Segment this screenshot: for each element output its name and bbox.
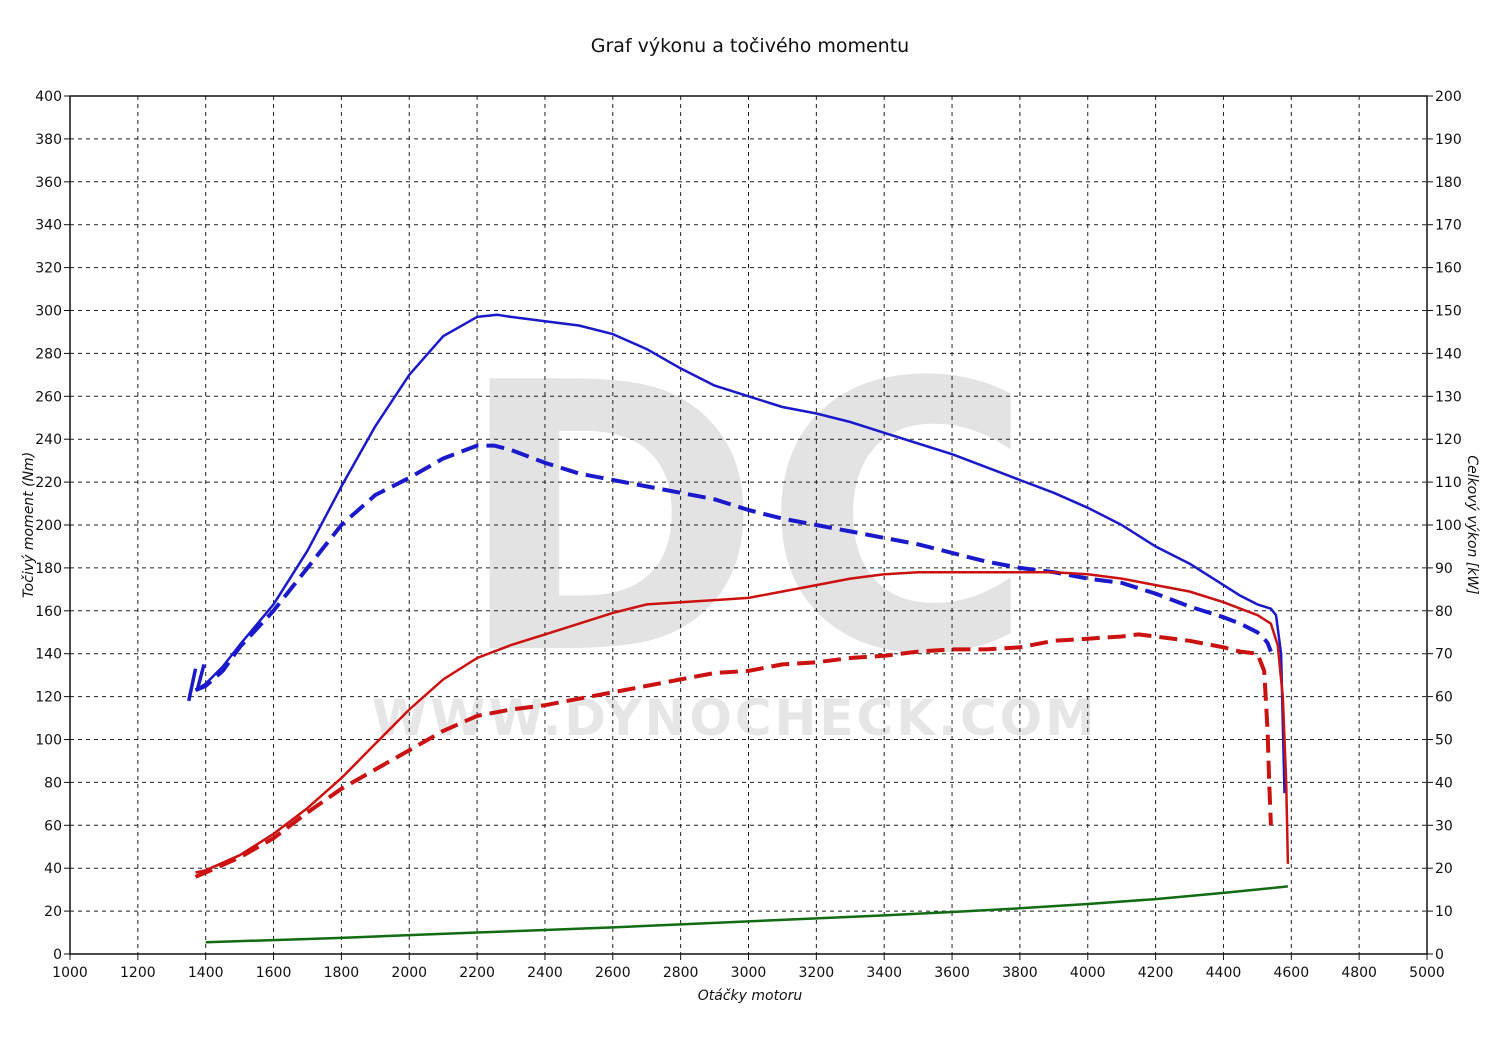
x-tick-label: 3000 [731, 965, 767, 981]
y-left-tick-label: 360 [35, 175, 62, 191]
x-tick-label: 1800 [324, 965, 360, 981]
chart-title: Graf výkonu a točivého momentu [591, 35, 909, 57]
y-right-tick-label: 130 [1435, 389, 1462, 405]
y-left-tick-label: 280 [35, 346, 62, 362]
series-layer [187, 313, 1290, 944]
x-tick-label: 3400 [866, 965, 902, 981]
x-tick-label: 1400 [188, 965, 224, 981]
y-right-tick-label: 170 [1435, 218, 1462, 234]
x-tick-label: 1600 [256, 965, 292, 981]
y-right-tick-label: 0 [1435, 947, 1444, 963]
y-right-tick-label: 80 [1435, 604, 1453, 620]
y-right-tick-label: 20 [1435, 861, 1453, 877]
y-left-tick-label: 180 [35, 561, 62, 577]
x-tick-label: 2400 [527, 965, 563, 981]
x-tick-label: 1000 [52, 965, 88, 981]
y-right-tick-label: 200 [1435, 89, 1462, 105]
y-right-tick-label: 40 [1435, 775, 1453, 791]
x-tick-label: 3800 [1002, 965, 1038, 981]
x-tick-label: 2000 [391, 965, 427, 981]
y-right-tick-label: 150 [1435, 304, 1462, 320]
x-tick-label: 5000 [1409, 965, 1445, 981]
y-right-tick-label: 30 [1435, 818, 1453, 834]
series-power-solid [195, 570, 1290, 874]
y-left-tick-label: 400 [35, 89, 62, 105]
y-right-tick-label: 180 [1435, 175, 1462, 191]
series-loss-line [205, 885, 1289, 944]
y-left-tick-label: 40 [44, 861, 62, 877]
x-tick-label: 4600 [1273, 965, 1309, 981]
series-torque-dashed [194, 443, 1273, 693]
x-axis-label: Otáčky motoru [698, 988, 803, 1004]
grid [70, 96, 1427, 954]
x-tick-label: 3600 [934, 965, 970, 981]
y-right-tick-label: 160 [1435, 261, 1462, 277]
y-right-tick-label: 10 [1435, 904, 1453, 920]
watermark-logo: DC [456, 306, 1035, 736]
y-right-tick-label: 100 [1435, 518, 1462, 534]
y-right-tick-label: 120 [1435, 432, 1462, 448]
y-left-tick-label: 140 [35, 647, 62, 663]
y-left-tick-label: 340 [35, 218, 62, 234]
y-left-tick-label: 380 [35, 132, 62, 148]
series-power-dashed [194, 632, 1273, 879]
y-right-tick-label: 70 [1435, 647, 1453, 663]
series-start-marker [187, 668, 198, 702]
y-left-tick-label: 220 [35, 475, 62, 491]
y-axis-right-label: Celkový výkon [kW] [1464, 455, 1480, 594]
y-left-tick-label: 20 [44, 904, 62, 920]
y-left-tick-label: 120 [35, 690, 62, 706]
y-axis-left-label: Točivý moment (Nm) [21, 452, 37, 598]
y-right-tick-label: 60 [1435, 690, 1453, 706]
tick-labels: 1000 1200 1400 1600 1800 2000 2200 2400 2600 2800… [35, 89, 1461, 981]
y-left-tick-label: 160 [35, 604, 62, 620]
y-left-tick-label: 260 [35, 389, 62, 405]
y-right-tick-label: 50 [1435, 733, 1453, 749]
x-tick-label: 4800 [1341, 965, 1377, 981]
watermark-text: WWW.DYNOCHECK.COM [372, 689, 1098, 747]
y-left-tick-label: 200 [35, 518, 62, 534]
y-right-tick-label: 140 [1435, 346, 1462, 362]
x-tick-label: 4200 [1138, 965, 1174, 981]
y-left-tick-label: 100 [35, 733, 62, 749]
x-tick-label: 2600 [595, 965, 631, 981]
x-tick-label: 4000 [1070, 965, 1106, 981]
x-tick-label: 1200 [120, 965, 156, 981]
y-right-tick-label: 110 [1435, 475, 1462, 491]
series-start-marker [195, 663, 206, 691]
y-left-tick-label: 60 [44, 818, 62, 834]
y-left-tick-label: 240 [35, 432, 62, 448]
y-left-tick-label: 300 [35, 304, 62, 320]
series-torque-solid [194, 313, 1286, 794]
y-right-tick-label: 190 [1435, 132, 1462, 148]
y-left-tick-label: 80 [44, 775, 62, 791]
y-left-tick-label: 320 [35, 261, 62, 277]
x-tick-label: 2800 [663, 965, 699, 981]
x-tick-label: 2200 [459, 965, 495, 981]
x-tick-label: 4400 [1206, 965, 1242, 981]
y-left-tick-label: 0 [53, 947, 62, 963]
x-tick-label: 3200 [799, 965, 835, 981]
y-right-tick-label: 90 [1435, 561, 1453, 577]
